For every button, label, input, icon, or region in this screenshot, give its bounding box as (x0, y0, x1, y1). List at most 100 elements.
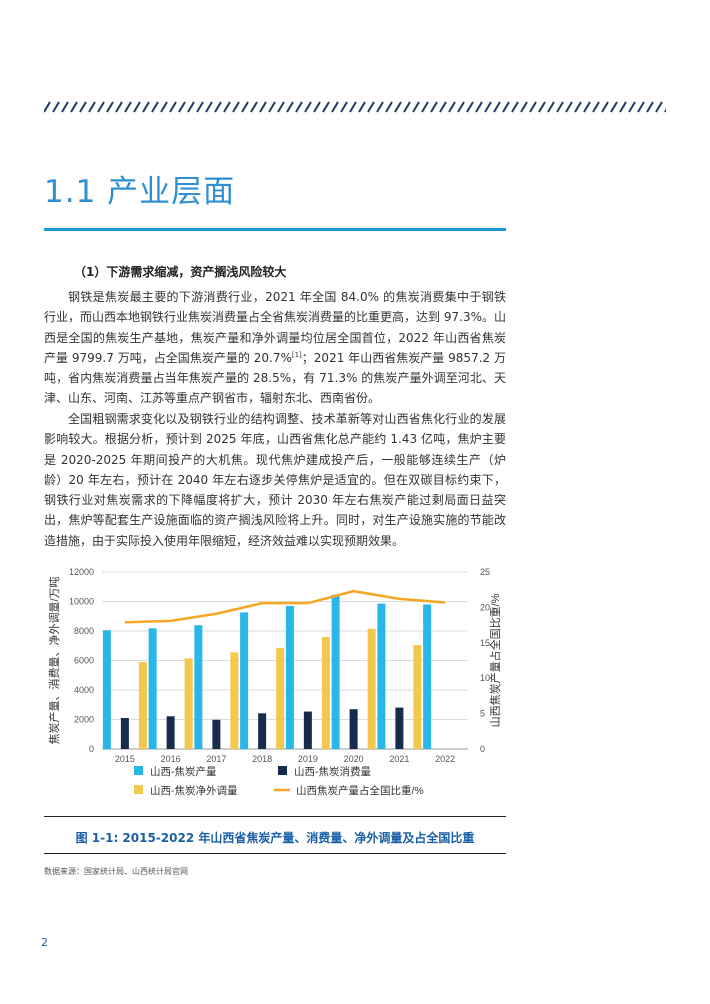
bar-1-2016 (148, 628, 157, 749)
hatch-stroke (583, 101, 591, 113)
paragraph-2: 全国粗钢需求变化以及钢铁行业的结构调整、技术革新等对山西省焦化行业的发展影响较大… (44, 412, 506, 548)
hatch-stroke (466, 101, 474, 113)
x-tick-label: 2019 (298, 754, 318, 764)
hatch-stroke (484, 101, 492, 113)
hatch-stroke (421, 101, 429, 113)
bar-3-2015 (138, 661, 147, 749)
hatch-stroke (529, 101, 537, 113)
x-tick-label: 2021 (389, 754, 409, 764)
paragraph-1-part-b: ；2021 年山西省焦炭产量 9857.2 万吨，省内焦炭消费量占当年焦炭产量的… (44, 350, 506, 406)
hatch-stroke (664, 108, 666, 113)
bar-1-2020 (331, 594, 340, 749)
hatch-stroke (133, 101, 141, 113)
bar-2-2020 (349, 709, 358, 749)
hatch-stroke (61, 101, 69, 113)
hatch-stroke (259, 101, 267, 113)
hatch-stroke (547, 101, 555, 113)
hatch-stroke (412, 101, 420, 113)
bar-2-2016 (166, 716, 175, 749)
hatch-stroke (97, 101, 105, 113)
y-tick-label: 12000 (69, 567, 94, 577)
y2-tick-label: 10 (480, 673, 490, 683)
y2-axis-title: 山西焦炭产量占全国比重/% (488, 593, 502, 727)
legend-swatch (278, 766, 287, 775)
hatch-stroke (511, 101, 519, 113)
y-tick-label: 4000 (74, 685, 94, 695)
bar-3-2018 (276, 647, 285, 749)
hatch-stroke (376, 101, 384, 113)
y2-tick-label: 0 (480, 744, 485, 754)
y2-tick-label: 20 (480, 602, 490, 612)
hatch-stroke (331, 101, 339, 113)
hatch-stroke (322, 101, 330, 113)
y2-tick-label: 5 (480, 709, 485, 719)
bar-3-2017 (230, 652, 239, 749)
hatch-stroke (124, 101, 132, 113)
bar-2-2017 (212, 719, 221, 749)
bar-1-2021 (377, 603, 386, 749)
hatch-stroke (520, 101, 528, 113)
hatch-stroke (187, 101, 195, 113)
hatch-stroke (241, 101, 249, 113)
hatch-stroke (646, 101, 654, 113)
hatch-stroke (151, 101, 159, 113)
hatch-stroke (556, 101, 564, 113)
bar-3-2021 (413, 645, 422, 749)
bar-3-2016 (184, 658, 193, 749)
hatch-stroke (610, 101, 618, 113)
y-tick-label: 0 (89, 744, 94, 754)
x-tick-label: 2020 (344, 754, 364, 764)
legend-swatch (134, 766, 143, 775)
caption-bottom-rule (44, 853, 506, 854)
hatch-stroke (394, 101, 402, 113)
hatch-stroke (637, 101, 645, 113)
bar-3-2019 (321, 636, 330, 749)
bar-2-2019 (303, 711, 312, 749)
hatch-stroke (205, 101, 213, 113)
hatch-stroke (565, 101, 573, 113)
hatch-stroke (178, 101, 186, 113)
hatch-stroke (115, 101, 123, 113)
hatch-stroke (475, 101, 483, 113)
bar-2-2021 (395, 707, 404, 749)
hatch-stroke (430, 101, 438, 113)
data-source-note: 数据来源：国家统计局、山西统计局官网 (44, 867, 188, 876)
figure-caption: 图 1-1: 2015-2022 年山西省焦炭产量、消费量、净外调量及占全国比重 (75, 831, 475, 845)
hatch-stroke (44, 101, 51, 113)
hatch-stroke (286, 101, 294, 113)
hatch-stroke (250, 101, 258, 113)
hatch-stroke (70, 101, 78, 113)
x-tick-label: 2015 (115, 754, 135, 764)
legend-label: 山西焦炭产量占全国比重/% (296, 784, 424, 797)
y-tick-label: 2000 (74, 715, 94, 725)
y-tick-label: 10000 (69, 597, 94, 607)
hatch-stroke (349, 101, 357, 113)
hatch-stroke (295, 101, 303, 113)
hatch-stroke (538, 101, 546, 113)
page-number: 2 (41, 936, 48, 949)
legend-label: 山西-焦炭产量 (150, 765, 217, 778)
x-tick-label: 2017 (206, 754, 226, 764)
reference-marker[interactable]: [1] (291, 350, 302, 359)
hatch-stroke (493, 101, 501, 113)
paragraph-1: 钢铁是焦炭最主要的下游消费行业，2021 年全国 84.0% 的焦炭消费集中于钢… (44, 287, 506, 409)
hatch-stroke (457, 101, 465, 113)
hatch-stroke (385, 101, 393, 113)
caption-top-rule (44, 816, 506, 817)
hatch-stroke (358, 101, 366, 113)
y2-tick-label: 25 (480, 567, 490, 577)
y-tick-label: 8000 (74, 626, 94, 636)
bar-1-2017 (194, 625, 203, 749)
hatch-stroke (88, 101, 96, 113)
header-hatch-decoration (44, 101, 666, 113)
hatch-stroke (619, 101, 627, 113)
hatch-stroke (439, 101, 447, 113)
legend-label: 山西-焦炭消费量 (294, 765, 371, 778)
hatch-stroke (448, 101, 456, 113)
bar-1-2015 (102, 630, 111, 749)
hatch-stroke (277, 101, 285, 113)
paragraph-1-part-a: 钢铁是焦炭最主要的下游消费行业，2021 年全国 84.0% 的焦炭消费集中于钢… (44, 290, 506, 365)
hatch-stroke (304, 101, 312, 113)
section-title: 1.1 产业层面 (44, 174, 236, 210)
hatch-stroke (223, 101, 231, 113)
